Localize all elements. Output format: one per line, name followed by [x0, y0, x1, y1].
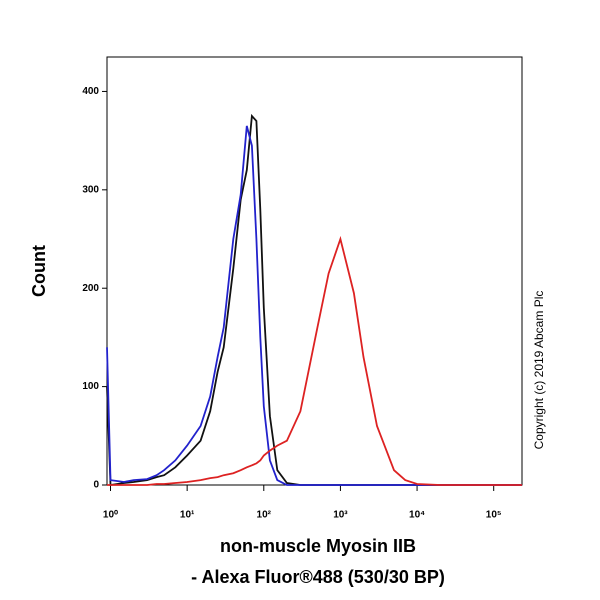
- x-tick-label: 10¹: [180, 510, 195, 521]
- x-tick-label: 10³: [333, 510, 348, 521]
- y-tick-label: 200: [82, 283, 99, 294]
- x-tick-label: 10⁵: [486, 510, 502, 521]
- x-tick-label: 10²: [257, 510, 272, 521]
- y-tick-label: 300: [82, 184, 99, 195]
- y-axis-label: Count: [29, 245, 49, 297]
- histogram-line: [107, 235, 522, 486]
- histogram-line: [106, 125, 522, 486]
- x-axis-label: - Alexa Fluor®488 (530/30 BP): [191, 567, 445, 587]
- y-tick-label: 100: [82, 381, 99, 392]
- y-tick-label: 0: [93, 480, 99, 491]
- x-tick-label: 10⁴: [409, 510, 425, 521]
- copyright: Copyright (c) 2019 Abcam Plc: [532, 291, 546, 450]
- histogram-line: [106, 113, 522, 487]
- x-axis-label: non-muscle Myosin IIB: [220, 536, 416, 556]
- plot-frame: [106, 56, 523, 486]
- y-tick-label: 400: [82, 86, 99, 97]
- x-tick-label: 10⁰: [103, 510, 118, 521]
